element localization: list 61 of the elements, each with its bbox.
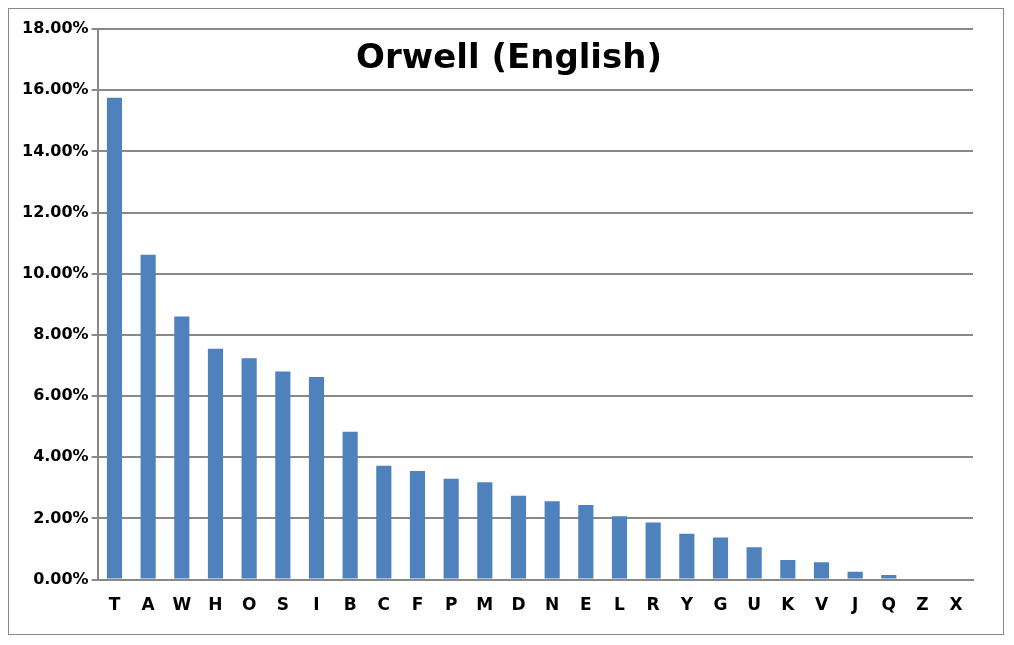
x-tick-label: I xyxy=(313,594,320,615)
x-tick-label: X xyxy=(949,594,963,615)
bar xyxy=(241,358,257,579)
x-tick-label: G xyxy=(713,594,728,615)
x-tick-label: Q xyxy=(881,594,897,615)
bar xyxy=(106,97,123,579)
x-tick-label: N xyxy=(545,594,560,615)
y-tick-label: 0.00% xyxy=(33,568,89,588)
x-tick-label: J xyxy=(851,594,859,615)
x-tick-label: A xyxy=(141,594,156,615)
bar xyxy=(409,471,426,579)
bar xyxy=(881,575,897,579)
x-tick-label: L xyxy=(614,594,626,615)
bar xyxy=(275,371,291,579)
y-tick-label: 2.00% xyxy=(33,507,89,527)
chart-title: Orwell (English) xyxy=(356,35,662,76)
x-tick-label: K xyxy=(781,594,796,615)
bar xyxy=(578,504,594,579)
bar xyxy=(174,316,190,579)
x-tick-label: F xyxy=(411,594,424,615)
x-tick-label: R xyxy=(646,594,660,615)
y-tick-label: 8.00% xyxy=(33,324,89,344)
bar xyxy=(308,377,325,579)
y-tick-label: 16.00% xyxy=(22,79,89,99)
y-tick-label: 18.00% xyxy=(22,18,89,38)
bar xyxy=(477,482,493,579)
x-tick-label: B xyxy=(343,594,357,615)
x-tick-label: S xyxy=(276,594,289,615)
x-tick-label: Z xyxy=(916,594,929,615)
y-tick-label: 10.00% xyxy=(22,262,89,282)
bar xyxy=(847,571,863,579)
x-tick-label: P xyxy=(444,594,458,615)
x-tick-label: Y xyxy=(679,594,694,615)
bar xyxy=(140,254,156,579)
x-tick-label: U xyxy=(747,594,762,615)
x-tick-label: W xyxy=(172,594,192,615)
y-tick-label: 14.00% xyxy=(22,140,89,160)
y-tick-label: 4.00% xyxy=(33,446,89,466)
bar xyxy=(207,348,224,579)
bar xyxy=(645,522,661,579)
bar xyxy=(780,560,796,579)
bar xyxy=(510,495,527,579)
bar xyxy=(813,562,830,579)
bar xyxy=(443,478,459,579)
bar xyxy=(712,537,729,579)
bar xyxy=(611,516,628,579)
bar xyxy=(544,501,560,579)
x-tick-label: O xyxy=(241,594,257,615)
bar xyxy=(746,547,762,579)
y-tick-label: 12.00% xyxy=(22,201,89,221)
x-tick-label: D xyxy=(511,594,526,615)
x-tick-label: E xyxy=(580,594,592,615)
x-tick-label: T xyxy=(108,594,121,615)
x-tick-label: C xyxy=(377,594,391,615)
y-tick-label: 6.00% xyxy=(33,385,89,405)
x-tick-label: H xyxy=(208,594,223,615)
x-tick-label: V xyxy=(814,594,829,615)
bar xyxy=(376,465,392,579)
bar xyxy=(679,533,695,579)
x-tick-label: M xyxy=(476,594,494,615)
bar xyxy=(342,431,358,579)
